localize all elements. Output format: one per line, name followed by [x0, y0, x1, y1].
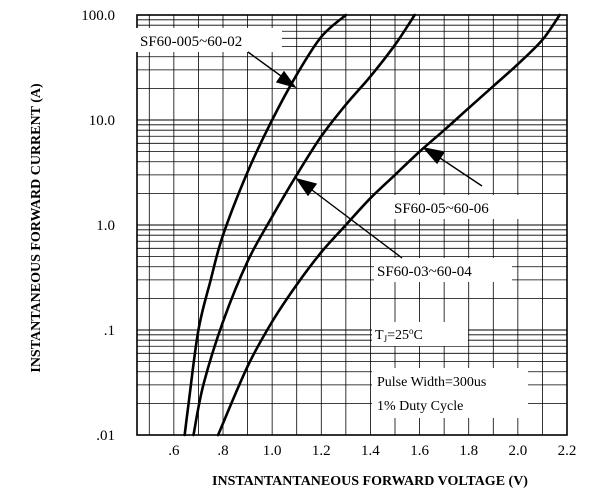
temperature-note-box	[372, 322, 468, 346]
annotation-series-2: SF60-03~60-04	[377, 264, 472, 280]
y-tick-label: 100.0	[81, 8, 115, 24]
x-axis-title: INSTANTANTANEOUS FORWARD VOLTAGE (V)	[212, 474, 528, 489]
annotation-arrows	[247, 51, 483, 259]
annotation-box-series-3	[392, 195, 532, 219]
x-tick-label: 1.6	[410, 443, 429, 459]
x-tick-label: 2.2	[558, 443, 577, 459]
y-tick-label: 10.0	[89, 113, 115, 129]
y-tick-label: 1.0	[96, 218, 115, 234]
series-line-1	[183, 13, 348, 437]
x-tick-label: 1.0	[263, 443, 282, 459]
arrow-series-3	[439, 157, 483, 187]
arrow-series-2	[311, 189, 403, 259]
chart-axes: .6 .8 1.0 1.2 1.4 1.6 1.8 2.0 2.2 .01 .1 1.0 10.0 100…	[81, 8, 576, 459]
x-tick-label: 1.8	[459, 443, 478, 459]
x-tick-label: 1.4	[361, 443, 380, 459]
chart-grid	[137, 15, 567, 435]
arrowhead-series-2	[295, 177, 318, 197]
arrow-series-1	[247, 51, 282, 77]
duty-cycle-note: 1% Duty Cycle	[377, 399, 463, 414]
pulse-width-note: Pulse Width=300us	[377, 375, 486, 390]
plot-border	[136, 14, 568, 436]
annotation-series-1: SF60-005~60-02	[140, 34, 242, 50]
y-tick-label: .01	[96, 428, 115, 444]
annotation-box-series-1	[136, 28, 282, 52]
x-tick-label: .6	[168, 443, 180, 459]
arrowhead-series-1	[275, 70, 297, 89]
x-tick-label: 2.0	[508, 443, 527, 459]
series-line-3	[216, 13, 561, 437]
x-tick-label: .8	[217, 443, 228, 459]
annotation-box-series-2	[374, 258, 512, 282]
y-axis-title: INSTANTANEOUS FORWARD CURRENT (A)	[29, 83, 44, 373]
pulse-note-box	[372, 368, 528, 418]
arrowhead-series-3	[422, 146, 446, 165]
series-line-2	[192, 13, 416, 437]
temperature-note: TJ=25oC	[375, 326, 423, 344]
annotation-series-3: SF60-05~60-06	[394, 201, 489, 217]
y-tick-label: .1	[104, 323, 115, 339]
x-tick-label: 1.2	[312, 443, 331, 459]
chart-curves	[183, 13, 561, 437]
